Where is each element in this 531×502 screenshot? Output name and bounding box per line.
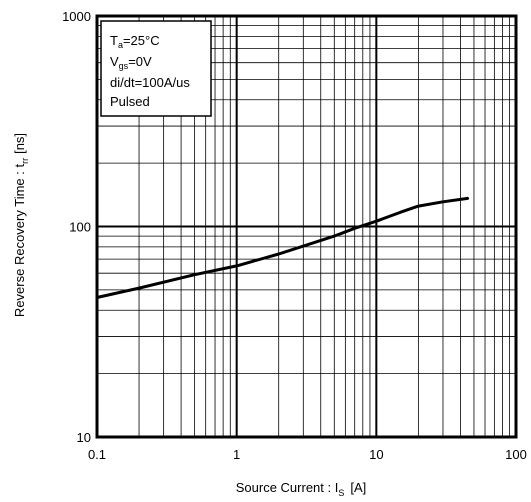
condition-didt: di/dt=100A/us — [110, 75, 190, 90]
y-tick-label: 100 — [69, 220, 91, 235]
y-tick-label: 1000 — [62, 9, 91, 24]
x-axis-label: Source Current : IS [A] — [236, 480, 367, 498]
series-line — [95, 196, 470, 299]
x-tick-label: 0.1 — [88, 447, 106, 462]
condition-pulsed: Pulsed — [110, 94, 150, 109]
grid-lines — [97, 16, 516, 437]
y-tick-label: 10 — [77, 430, 91, 445]
y-axis-label: Reverse Recovery Time : trr[ns] — [12, 133, 30, 317]
x-tick-label: 100 — [505, 447, 527, 462]
x-tick-label: 10 — [369, 447, 383, 462]
x-tick-label: 1 — [233, 447, 240, 462]
condition-vgs: Vgs=0V — [110, 54, 152, 71]
conditions-box: Ta=25°C Vgs=0V di/dt=100A/us Pulsed — [100, 20, 212, 117]
condition-ta: Ta=25°C — [110, 33, 160, 50]
conditions-box-frame — [100, 20, 212, 117]
plot-frame — [95, 14, 518, 439]
tick-labels: 0.1 1 10 100 10 100 1000 — [62, 9, 527, 462]
